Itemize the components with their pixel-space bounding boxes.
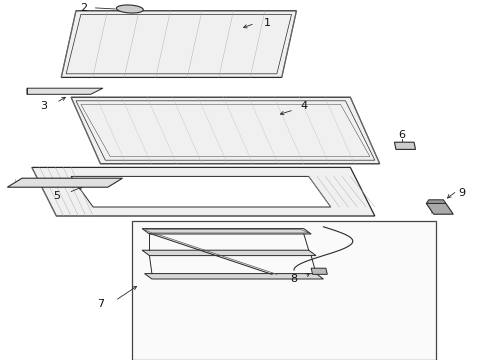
Text: 5: 5 (53, 191, 60, 201)
Text: 4: 4 (300, 101, 307, 111)
Polygon shape (426, 200, 446, 203)
Polygon shape (145, 274, 323, 279)
Polygon shape (142, 229, 311, 234)
Text: 2: 2 (80, 3, 87, 13)
Text: 6: 6 (398, 130, 405, 140)
Ellipse shape (117, 5, 143, 13)
Text: 8: 8 (291, 274, 297, 284)
Polygon shape (71, 176, 331, 207)
Text: 7: 7 (97, 299, 104, 309)
Polygon shape (426, 203, 453, 214)
Polygon shape (7, 178, 122, 187)
Polygon shape (71, 97, 380, 164)
Polygon shape (142, 250, 316, 256)
Bar (132, 221, 436, 360)
Text: 9: 9 (459, 188, 466, 198)
Polygon shape (311, 268, 327, 274)
Polygon shape (61, 11, 296, 77)
Polygon shape (32, 167, 375, 216)
Polygon shape (394, 142, 416, 149)
Text: 3: 3 (41, 101, 48, 111)
Polygon shape (27, 88, 103, 94)
Text: 1: 1 (264, 18, 270, 28)
